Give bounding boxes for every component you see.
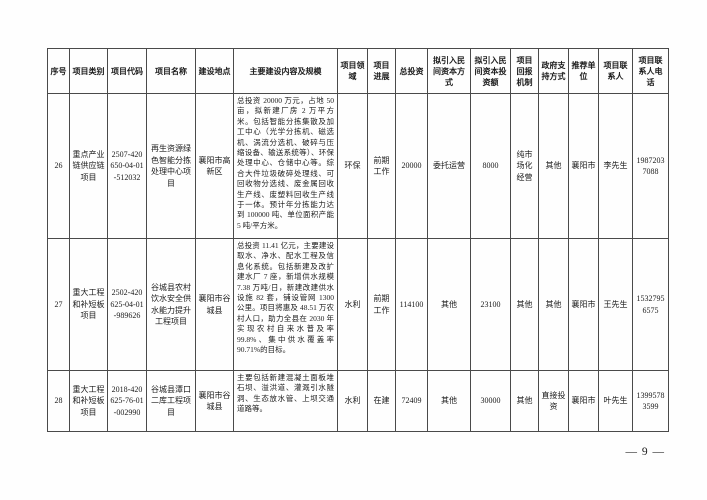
cell-contact: 叶先生: [598, 370, 633, 432]
cell-code: 2502-420625-04-01-989626: [107, 238, 147, 371]
cell-investment: 72409: [395, 370, 428, 432]
cell-capital-method: 其他: [427, 370, 471, 432]
cell-seq: 28: [47, 370, 70, 432]
cell-project-name: 再生资源绿色智能分拣处理中心项目: [146, 93, 196, 239]
cell-capital-amount: 8000: [470, 93, 511, 239]
cell-field: 水利: [337, 370, 368, 432]
cell-content-scale: 主要包括新建混凝土面板堆石坝、溢洪道、灌溉引水隧洞、生态放水管、上坝交通道路等。: [233, 370, 338, 432]
cell-category: 重大工程和补短板项目: [69, 238, 108, 371]
cell-investment: 20000: [395, 93, 428, 239]
cell-project-name: 谷城县潭口二库工程项目: [146, 370, 196, 432]
cell-contact: 王先生: [598, 238, 633, 371]
table-row-27: 27 重大工程和补短板项目 2502-420625-04-01-989626 谷…: [47, 238, 669, 371]
cell-location: 襄阳市高新区: [195, 93, 234, 239]
col-header-return-mechanism: 项目回报机制: [510, 48, 539, 94]
col-header-name: 项目名称: [146, 48, 196, 94]
cell-field: 环保: [337, 93, 368, 239]
cell-progress: 在建: [367, 370, 396, 432]
cell-location: 襄阳市谷城县: [195, 238, 234, 371]
cell-project-name: 谷城县农村饮水安全供水能力提升工程项目: [146, 238, 196, 371]
col-header-code: 项目代码: [107, 48, 147, 94]
cell-content-scale: 总投资 11.41 亿元，主要建设取水、净水、配水工程及信息化系统。包括新建及改…: [233, 238, 338, 371]
cell-seq: 27: [47, 238, 70, 371]
col-header-recommend-unit: 推荐单位: [568, 48, 599, 94]
cell-code: 2018-420625-76-01-002990: [107, 370, 147, 432]
col-header-contact: 项目联系人: [598, 48, 633, 94]
cell-gov-support: 直接投资: [538, 370, 569, 432]
col-header-location: 建设地点: [195, 48, 234, 94]
col-header-capital-method: 拟引入民间资本方式: [427, 48, 471, 94]
col-header-content: 主要建设内容及规模: [233, 48, 338, 94]
cell-contact-phone: 19872037088: [632, 93, 669, 239]
cell-capital-amount: 30000: [470, 370, 511, 432]
cell-contact-phone: 15327956575: [632, 238, 669, 371]
cell-return-mechanism: 纯市场化经营: [510, 93, 539, 239]
project-table: 序号 项目类别 项目代码 项目名称 建设地点 主要建设内容及规模 项目领域 项目…: [47, 48, 669, 432]
cell-field: 水利: [337, 238, 368, 371]
page-number: — 9 —: [625, 446, 665, 458]
col-header-gov-support: 政府支持方式: [538, 48, 569, 94]
col-header-category: 项目类别: [69, 48, 108, 94]
cell-capital-amount: 23100: [470, 238, 511, 371]
table-row-26: 26 重点产业链供应链项目 2507-420650-04-01-512032 再…: [47, 93, 669, 239]
cell-progress: 前期工作: [367, 238, 396, 371]
cell-recommend-unit: 襄阳市: [568, 93, 599, 239]
table-row-28: 28 重大工程和补短板项目 2018-420625-76-01-002990 谷…: [47, 370, 669, 432]
cell-gov-support: 其他: [538, 238, 569, 371]
col-header-investment: 总投资: [395, 48, 428, 94]
cell-contact-phone: 13995783599: [632, 370, 669, 432]
cell-category: 重大工程和补短板项目: [69, 370, 108, 432]
cell-gov-support: 其他: [538, 93, 569, 239]
cell-recommend-unit: 襄阳市: [568, 370, 599, 432]
col-header-contact-phone: 项目联系人电话: [632, 48, 669, 94]
cell-capital-method: 其他: [427, 238, 471, 371]
cell-return-mechanism: 其他: [510, 370, 539, 432]
cell-code: 2507-420650-04-01-512032: [107, 93, 147, 239]
col-header-field: 项目领域: [337, 48, 368, 94]
cell-capital-method: 委托运营: [427, 93, 471, 239]
cell-progress: 前期工作: [367, 93, 396, 239]
cell-location: 襄阳市谷城县: [195, 370, 234, 432]
cell-contact: 李先生: [598, 93, 633, 239]
cell-seq: 26: [47, 93, 70, 239]
col-header-capital-amount: 拟引入民间资本投资额: [470, 48, 511, 94]
col-header-seq: 序号: [47, 48, 70, 94]
cell-category: 重点产业链供应链项目: [69, 93, 108, 239]
header-row: 序号 项目类别 项目代码 项目名称 建设地点 主要建设内容及规模 项目领域 项目…: [47, 48, 669, 94]
cell-recommend-unit: 襄阳市: [568, 238, 599, 371]
cell-investment: 114100: [395, 238, 428, 371]
cell-return-mechanism: 其他: [510, 238, 539, 371]
cell-content-scale: 总投资 20000 万元，占地 50 亩，拟新建厂房 2 万平方米。包括智能分拣…: [233, 93, 338, 239]
col-header-progress: 项目进展: [367, 48, 396, 94]
